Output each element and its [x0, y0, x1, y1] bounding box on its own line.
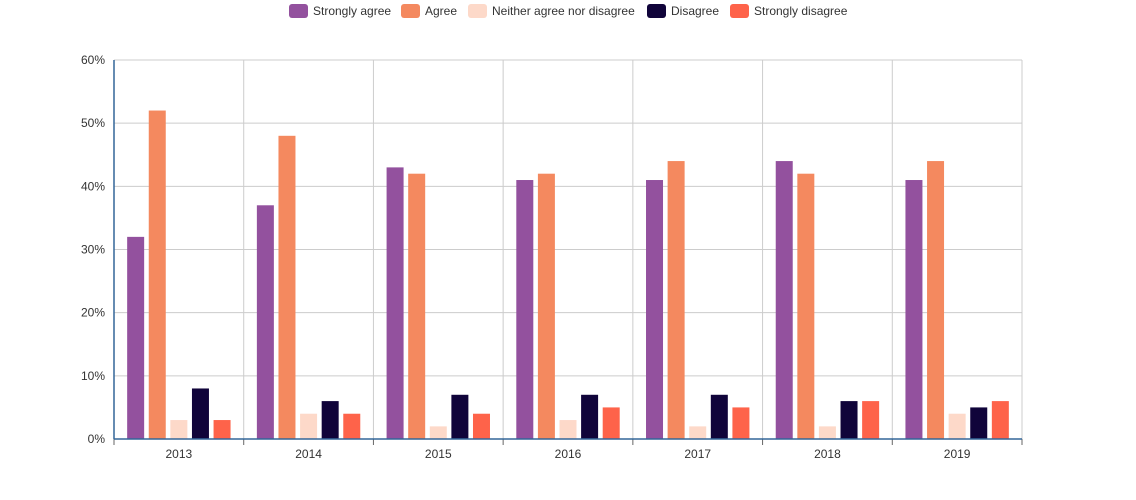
- x-tick-label: 2013: [166, 447, 193, 461]
- bar-strongly-disagree-2014: [343, 413, 361, 439]
- bar-disagree-2014: [321, 401, 339, 439]
- bar-disagree-2017: [710, 394, 728, 439]
- bar-neither-agree-nor-disagree-2015: [429, 426, 447, 439]
- bar-agree-2015: [408, 173, 426, 439]
- bar-strongly-disagree-2015: [472, 413, 490, 439]
- bar-agree-2014: [278, 135, 296, 440]
- y-tick-label: 30%: [81, 243, 105, 257]
- bar-strongly-disagree-2018: [862, 401, 880, 439]
- x-tick-label: 2015: [425, 447, 452, 461]
- legend-label-strongly-agree: Strongly agree: [313, 4, 391, 18]
- bar-disagree-2015: [451, 394, 469, 439]
- bar-strongly-agree-2015: [386, 167, 404, 439]
- x-tick-label: 2016: [555, 447, 582, 461]
- legend: Strongly agree Agree Neither agree nor dis…: [289, 4, 848, 18]
- bar-strongly-disagree-2019: [991, 401, 1009, 439]
- y-tick-label: 10%: [81, 369, 105, 383]
- x-tick-label: 2014: [295, 447, 322, 461]
- bar-neither-agree-nor-disagree-2018: [818, 426, 836, 439]
- bar-neither-agree-nor-disagree-2017: [689, 426, 707, 439]
- bar-agree-2018: [797, 173, 815, 439]
- bar-agree-2019: [927, 161, 945, 440]
- legend-swatch-strongly-disagree: [730, 4, 749, 18]
- y-tick-label: 60%: [81, 53, 105, 67]
- bar-strongly-disagree-2016: [602, 407, 620, 439]
- bar-agree-2016: [537, 173, 555, 439]
- y-tick-label: 20%: [81, 306, 105, 320]
- axes: [113, 60, 1023, 445]
- legend-label-strongly-disagree: Strongly disagree: [754, 4, 848, 18]
- bar-neither-agree-nor-disagree-2016: [559, 420, 577, 439]
- bar-agree-2017: [667, 161, 685, 440]
- y-tick-label: 40%: [81, 179, 105, 193]
- grid-lines: [113, 59, 1023, 440]
- legend-swatch-neither-agree-nor-disagree: [468, 4, 487, 18]
- bar-neither-agree-nor-disagree-2013: [170, 420, 188, 439]
- bar-neither-agree-nor-disagree-2014: [300, 413, 318, 439]
- bar-strongly-agree-2013: [127, 236, 145, 439]
- bar-disagree-2013: [191, 388, 209, 439]
- bar-strongly-agree-2017: [646, 180, 664, 439]
- x-tick-label: 2017: [684, 447, 711, 461]
- bar-strongly-agree-2014: [256, 205, 274, 439]
- legend-label-agree: Agree: [425, 4, 457, 18]
- bar-disagree-2019: [970, 407, 988, 439]
- bars: [127, 110, 1009, 440]
- bar-strongly-agree-2016: [516, 180, 534, 439]
- y-tick-label: 0%: [88, 432, 106, 446]
- bar-strongly-agree-2018: [775, 161, 793, 440]
- bar-agree-2013: [148, 110, 166, 440]
- legend-label-neither-agree-nor-disagree: Neither agree nor disagree: [492, 4, 635, 18]
- bar-disagree-2016: [581, 394, 599, 439]
- legend-label-disagree: Disagree: [671, 4, 719, 18]
- legend-swatch-strongly-agree: [289, 4, 308, 18]
- legend-swatch-agree: [401, 4, 420, 18]
- bar-strongly-disagree-2017: [732, 407, 750, 439]
- x-tick-labels: 2013 2014 2015 2016 2017 2018 2019: [166, 447, 971, 461]
- bar-neither-agree-nor-disagree-2019: [948, 413, 966, 439]
- x-tick-label: 2018: [814, 447, 841, 461]
- bar-disagree-2018: [840, 401, 858, 439]
- bar-strongly-disagree-2013: [213, 420, 231, 439]
- y-tick-label: 50%: [81, 116, 105, 130]
- x-tick-label: 2019: [944, 447, 971, 461]
- y-tick-labels: 0% 10% 20% 30% 40% 50% 60%: [81, 53, 105, 446]
- bar-strongly-agree-2019: [905, 180, 923, 439]
- legend-swatch-disagree: [647, 4, 666, 18]
